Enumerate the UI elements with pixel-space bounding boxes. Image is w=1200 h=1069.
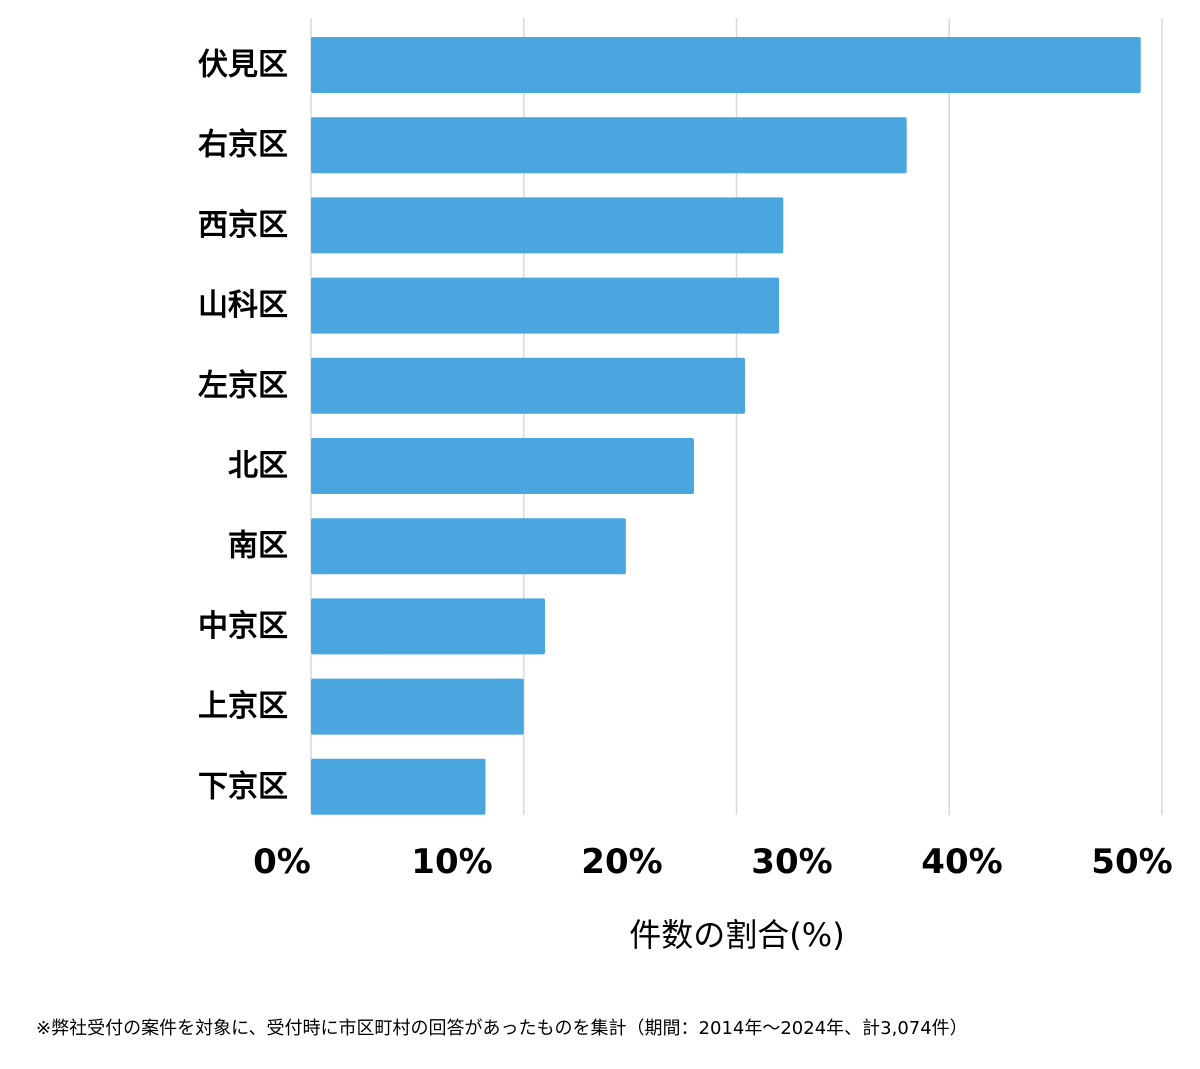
x-tick-label-2: 20% — [581, 842, 662, 882]
bar-8 — [311, 678, 524, 735]
category-label-6: 南区 — [228, 529, 288, 564]
category-label-9: 下京区 — [198, 769, 288, 804]
category-label-8: 上京区 — [198, 689, 288, 724]
category-label-5: 北区 — [228, 449, 288, 484]
category-label-3: 山科区 — [198, 288, 288, 323]
bar-3 — [311, 277, 780, 334]
bar-7 — [311, 598, 546, 655]
category-label-7: 中京区 — [198, 609, 288, 644]
bar-6 — [311, 518, 626, 575]
bar-2 — [311, 197, 784, 254]
x-axis-title: 件数の割合(%) — [629, 916, 844, 954]
bar-1 — [311, 117, 907, 174]
category-label-2: 西京区 — [198, 208, 288, 243]
category-label-4: 左京区 — [198, 368, 288, 403]
bar-0 — [311, 37, 1141, 93]
bar-5 — [311, 438, 694, 494]
bar-4 — [311, 357, 746, 414]
bar-9 — [311, 758, 486, 815]
category-label-0: 伏見区 — [198, 48, 288, 83]
x-tick-label-1: 10% — [411, 842, 492, 882]
x-tick-label-0: 0% — [253, 842, 311, 882]
x-tick-labels: 0% 10% 20% 30% 40% 50% — [253, 842, 1173, 882]
category-label-1: 右京区 — [198, 128, 288, 163]
footnote: ※弊社受付の案件を対象に、受付時に市区町村の回答があったものを集計（期間：201… — [36, 1018, 968, 1039]
x-tick-label-4: 40% — [921, 842, 1002, 882]
x-tick-label-3: 30% — [751, 842, 832, 882]
x-tick-label-5: 50% — [1091, 842, 1172, 882]
bars — [311, 37, 1141, 815]
